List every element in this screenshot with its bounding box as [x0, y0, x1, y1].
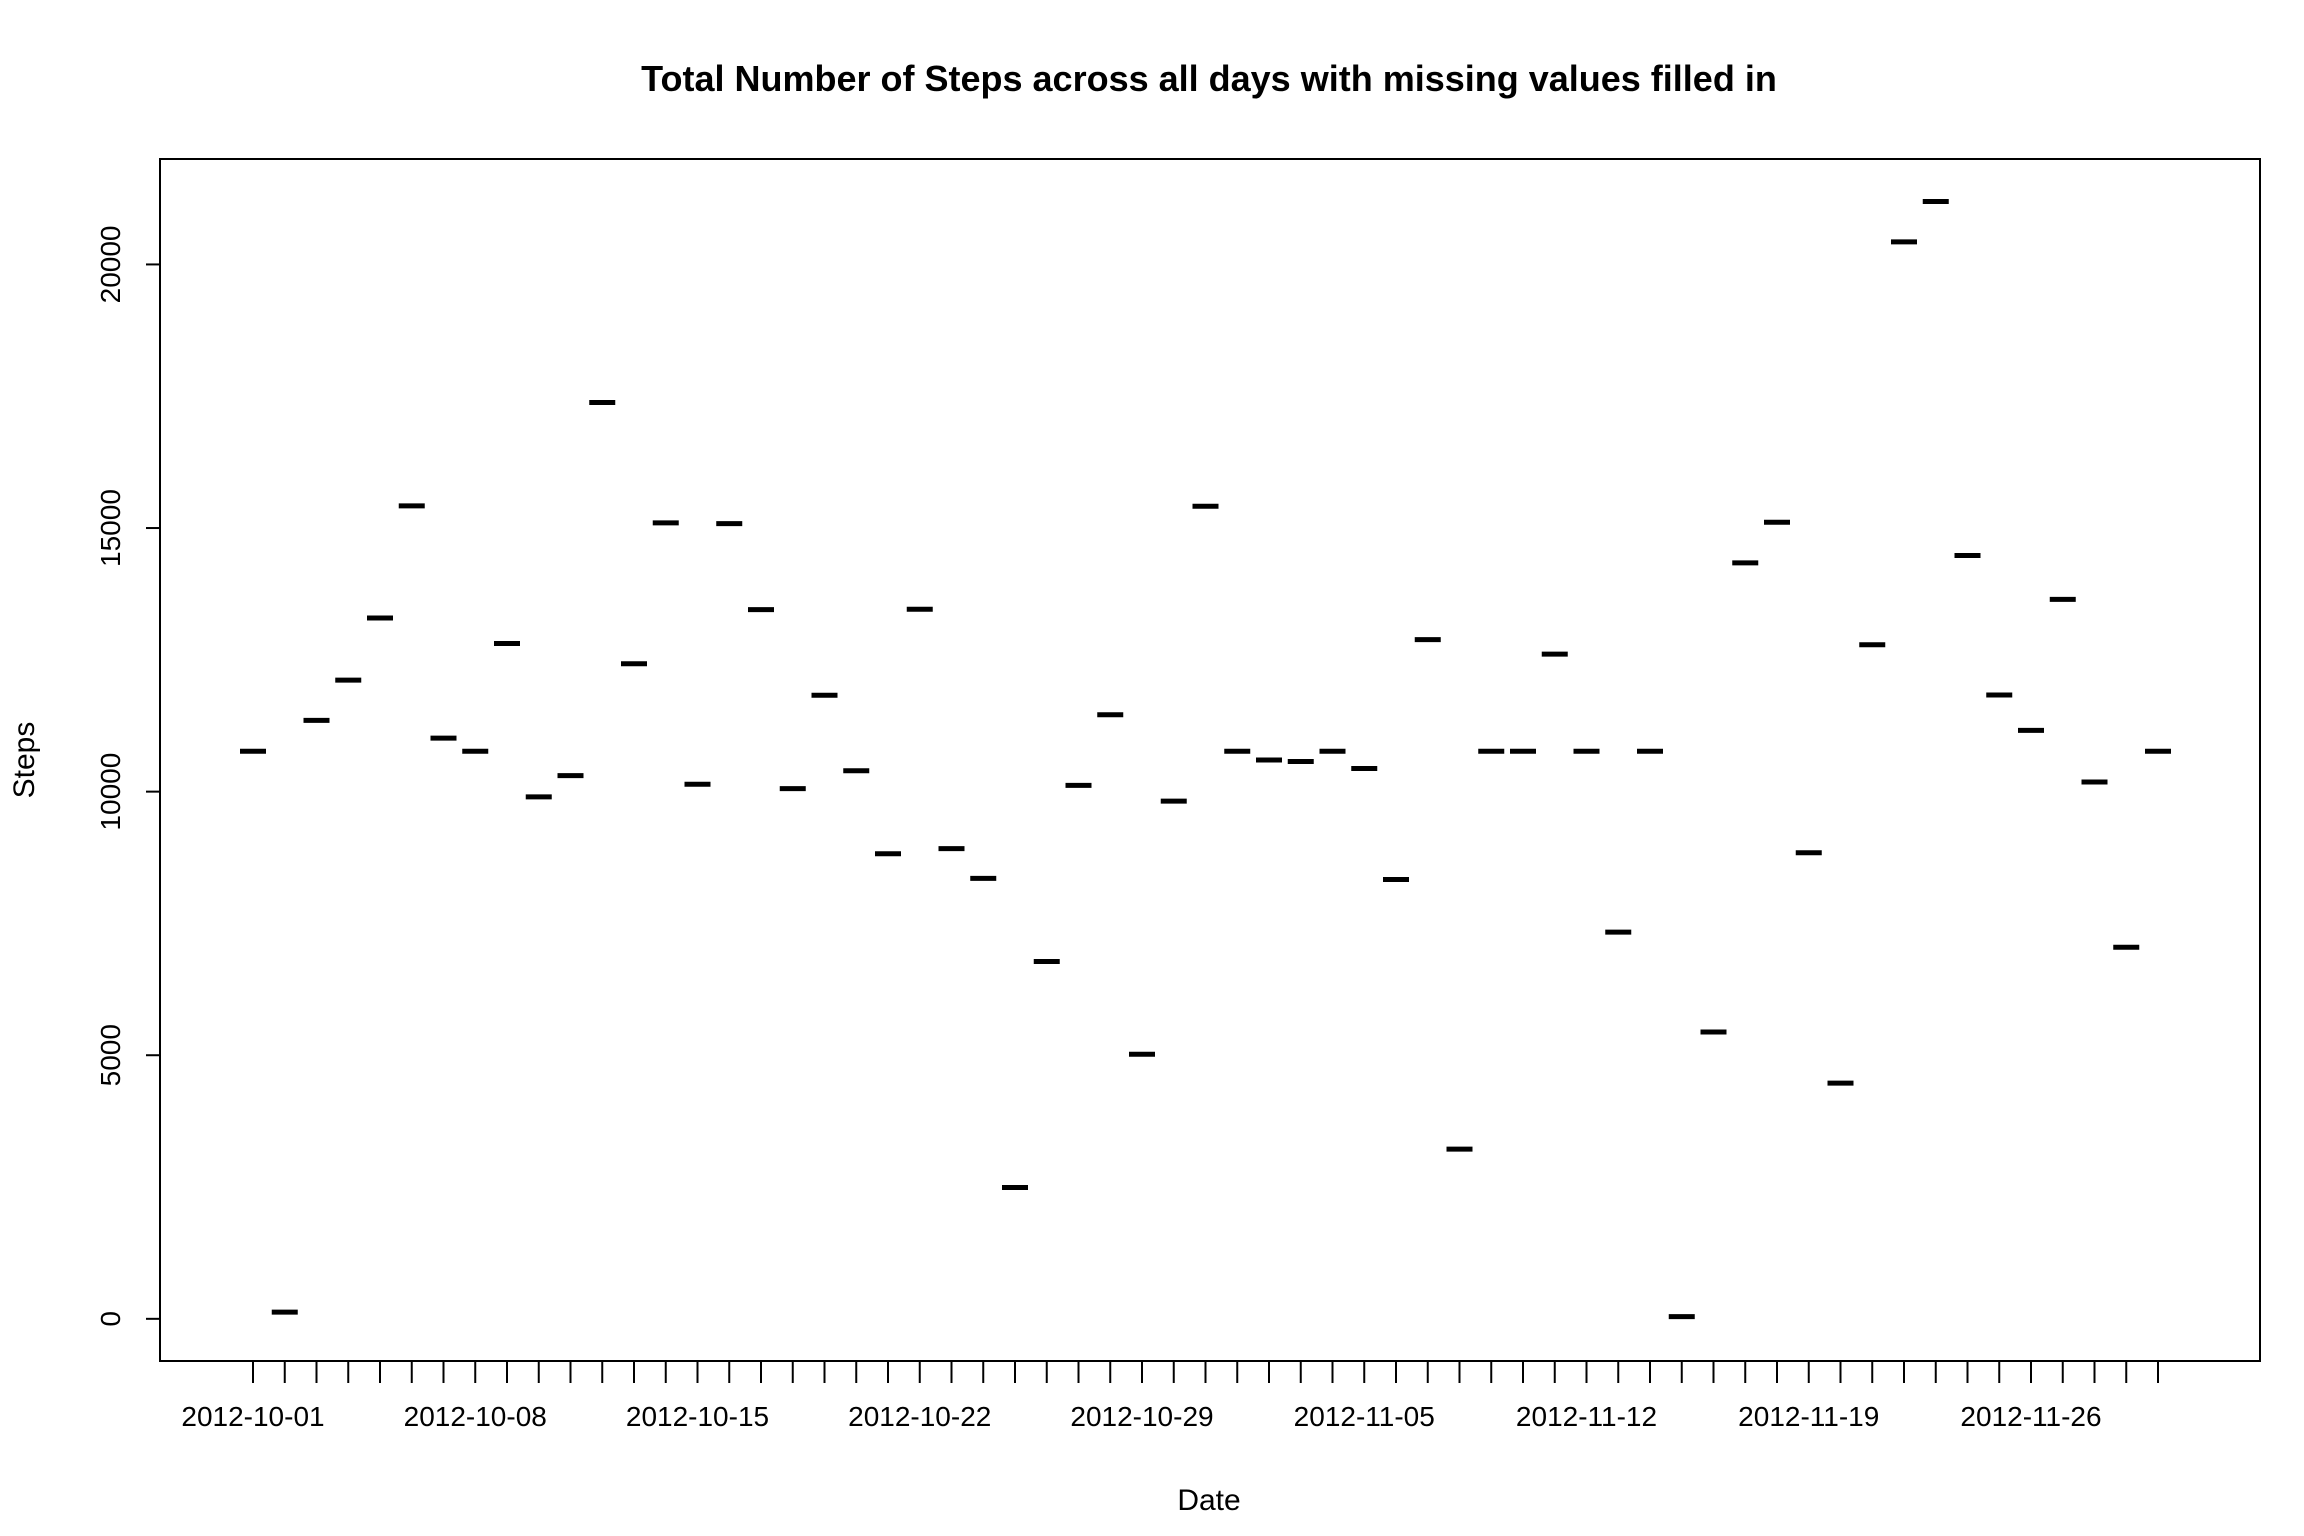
chart-title: Total Number of Steps across all days wi… [641, 58, 1777, 99]
plot-frame [159, 158, 2261, 1362]
data-marks [240, 198, 2171, 1320]
y-tick-label: 5000 [95, 1024, 126, 1086]
x-tick-label: 2012-10-08 [404, 1401, 547, 1432]
y-axis-label: Steps [8, 722, 41, 799]
y-tick-label: 0 [95, 1311, 126, 1327]
x-tick-label: 2012-11-05 [1294, 1401, 1435, 1432]
x-tick-label: 2012-10-29 [1070, 1401, 1213, 1432]
x-tick-label: 2012-10-15 [626, 1401, 769, 1432]
x-axis-label: Date [1177, 1484, 1240, 1517]
x-tick-label: 2012-11-26 [1960, 1401, 2101, 1432]
x-tick-label: 2012-10-22 [848, 1401, 991, 1432]
y-tick-label: 10000 [95, 753, 126, 831]
x-tick-label: 2012-11-19 [1738, 1401, 1879, 1432]
x-tick-label: 2012-10-01 [181, 1401, 324, 1432]
y-axis: 0 5000 10000 15000 20000 [95, 226, 160, 1327]
y-tick-label: 20000 [95, 226, 126, 304]
x-axis: 2012-10-01 2012-10-08 2012-10-15 2012-10-22… [181, 1361, 2159, 1432]
y-tick-label: 15000 [95, 489, 126, 567]
x-tick-label: 2012-11-12 [1516, 1401, 1657, 1432]
